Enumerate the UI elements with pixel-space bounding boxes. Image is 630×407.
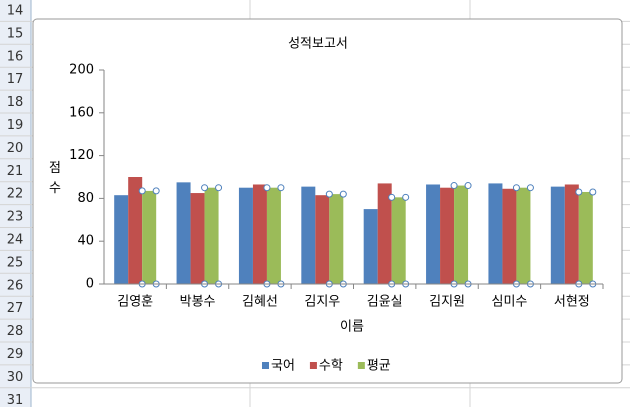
row-number: 19 (7, 118, 24, 133)
bar (391, 197, 406, 284)
bar (454, 185, 469, 284)
selection-handle (402, 193, 410, 201)
row-number: 25 (7, 255, 24, 270)
x-tick-label: 박봉수 (180, 295, 216, 310)
bar (578, 191, 593, 284)
bar (301, 186, 316, 284)
bar (329, 194, 344, 284)
row-number: 26 (7, 278, 24, 293)
legend-label: 국어 (271, 359, 295, 374)
legend-swatch (262, 362, 269, 369)
y-tick-label: 40 (77, 234, 94, 249)
selection-handle (277, 184, 285, 192)
x-tick-label: 김지원 (429, 295, 465, 310)
bar (488, 183, 503, 284)
x-tick-label: 김영훈 (117, 295, 153, 310)
legend-swatch (357, 362, 365, 369)
row-number: 20 (7, 141, 24, 156)
row-number: 22 (7, 187, 24, 202)
selection-handle (325, 190, 333, 198)
legend-swatch (309, 362, 317, 369)
bar (315, 195, 330, 284)
row-number: 29 (7, 347, 24, 362)
row-number: 14 (7, 3, 24, 18)
bar (266, 187, 281, 284)
bar (516, 187, 531, 284)
row-number: 24 (7, 232, 24, 247)
row-number: 18 (7, 95, 24, 110)
selection-handle (339, 190, 347, 198)
row-number: 28 (7, 324, 24, 339)
row-number: 23 (7, 210, 24, 225)
bar (550, 186, 565, 284)
row-number: 17 (7, 72, 24, 87)
bar (190, 193, 205, 284)
selection-handle (526, 184, 534, 192)
selection-handle (263, 184, 271, 192)
y-tick-label: 120 (69, 148, 94, 163)
bar (128, 177, 143, 284)
x-tick-label: 김지우 (304, 295, 340, 310)
y-tick-label: 0 (86, 277, 94, 292)
x-tick-label: 김윤실 (367, 295, 403, 310)
legend-label: 수학 (319, 359, 343, 374)
x-axis-title: 이름 (340, 320, 364, 335)
selection-handle (589, 188, 597, 196)
x-tick-label: 심미수 (491, 295, 527, 310)
y-tick-label: 200 (69, 63, 94, 78)
bar (238, 187, 253, 284)
bar (114, 195, 129, 284)
selection-handle (215, 184, 223, 192)
selection-handle (512, 184, 520, 192)
bar (363, 209, 378, 284)
row-number: 16 (7, 49, 24, 64)
row-number: 15 (7, 26, 24, 41)
bar (142, 190, 157, 284)
selection-handle (575, 188, 583, 196)
selection-handle (201, 184, 209, 192)
selection-handle (152, 187, 160, 195)
bar (204, 187, 219, 284)
row-header-bg (0, 0, 31, 407)
selection-handle (388, 193, 396, 201)
bar (252, 184, 267, 284)
selection-handle (464, 182, 472, 190)
row-number: 21 (7, 164, 24, 179)
bar (564, 184, 579, 284)
selection-handle (450, 182, 458, 190)
legend-label: 평균 (367, 359, 391, 374)
x-tick-label: 서현정 (554, 295, 590, 310)
x-tick-label: 김혜선 (242, 295, 278, 310)
bar (176, 182, 191, 284)
y-tick-label: 80 (77, 191, 94, 206)
row-number: 27 (7, 301, 24, 316)
bar (377, 183, 392, 284)
row-number: 31 (7, 393, 24, 407)
bar (502, 188, 517, 284)
bar (426, 184, 441, 284)
bar (440, 187, 455, 284)
y-tick-label: 160 (69, 105, 94, 120)
row-number: 30 (7, 370, 24, 385)
selection-handle (138, 187, 146, 195)
chart-title: 성적보고서 (288, 37, 348, 52)
